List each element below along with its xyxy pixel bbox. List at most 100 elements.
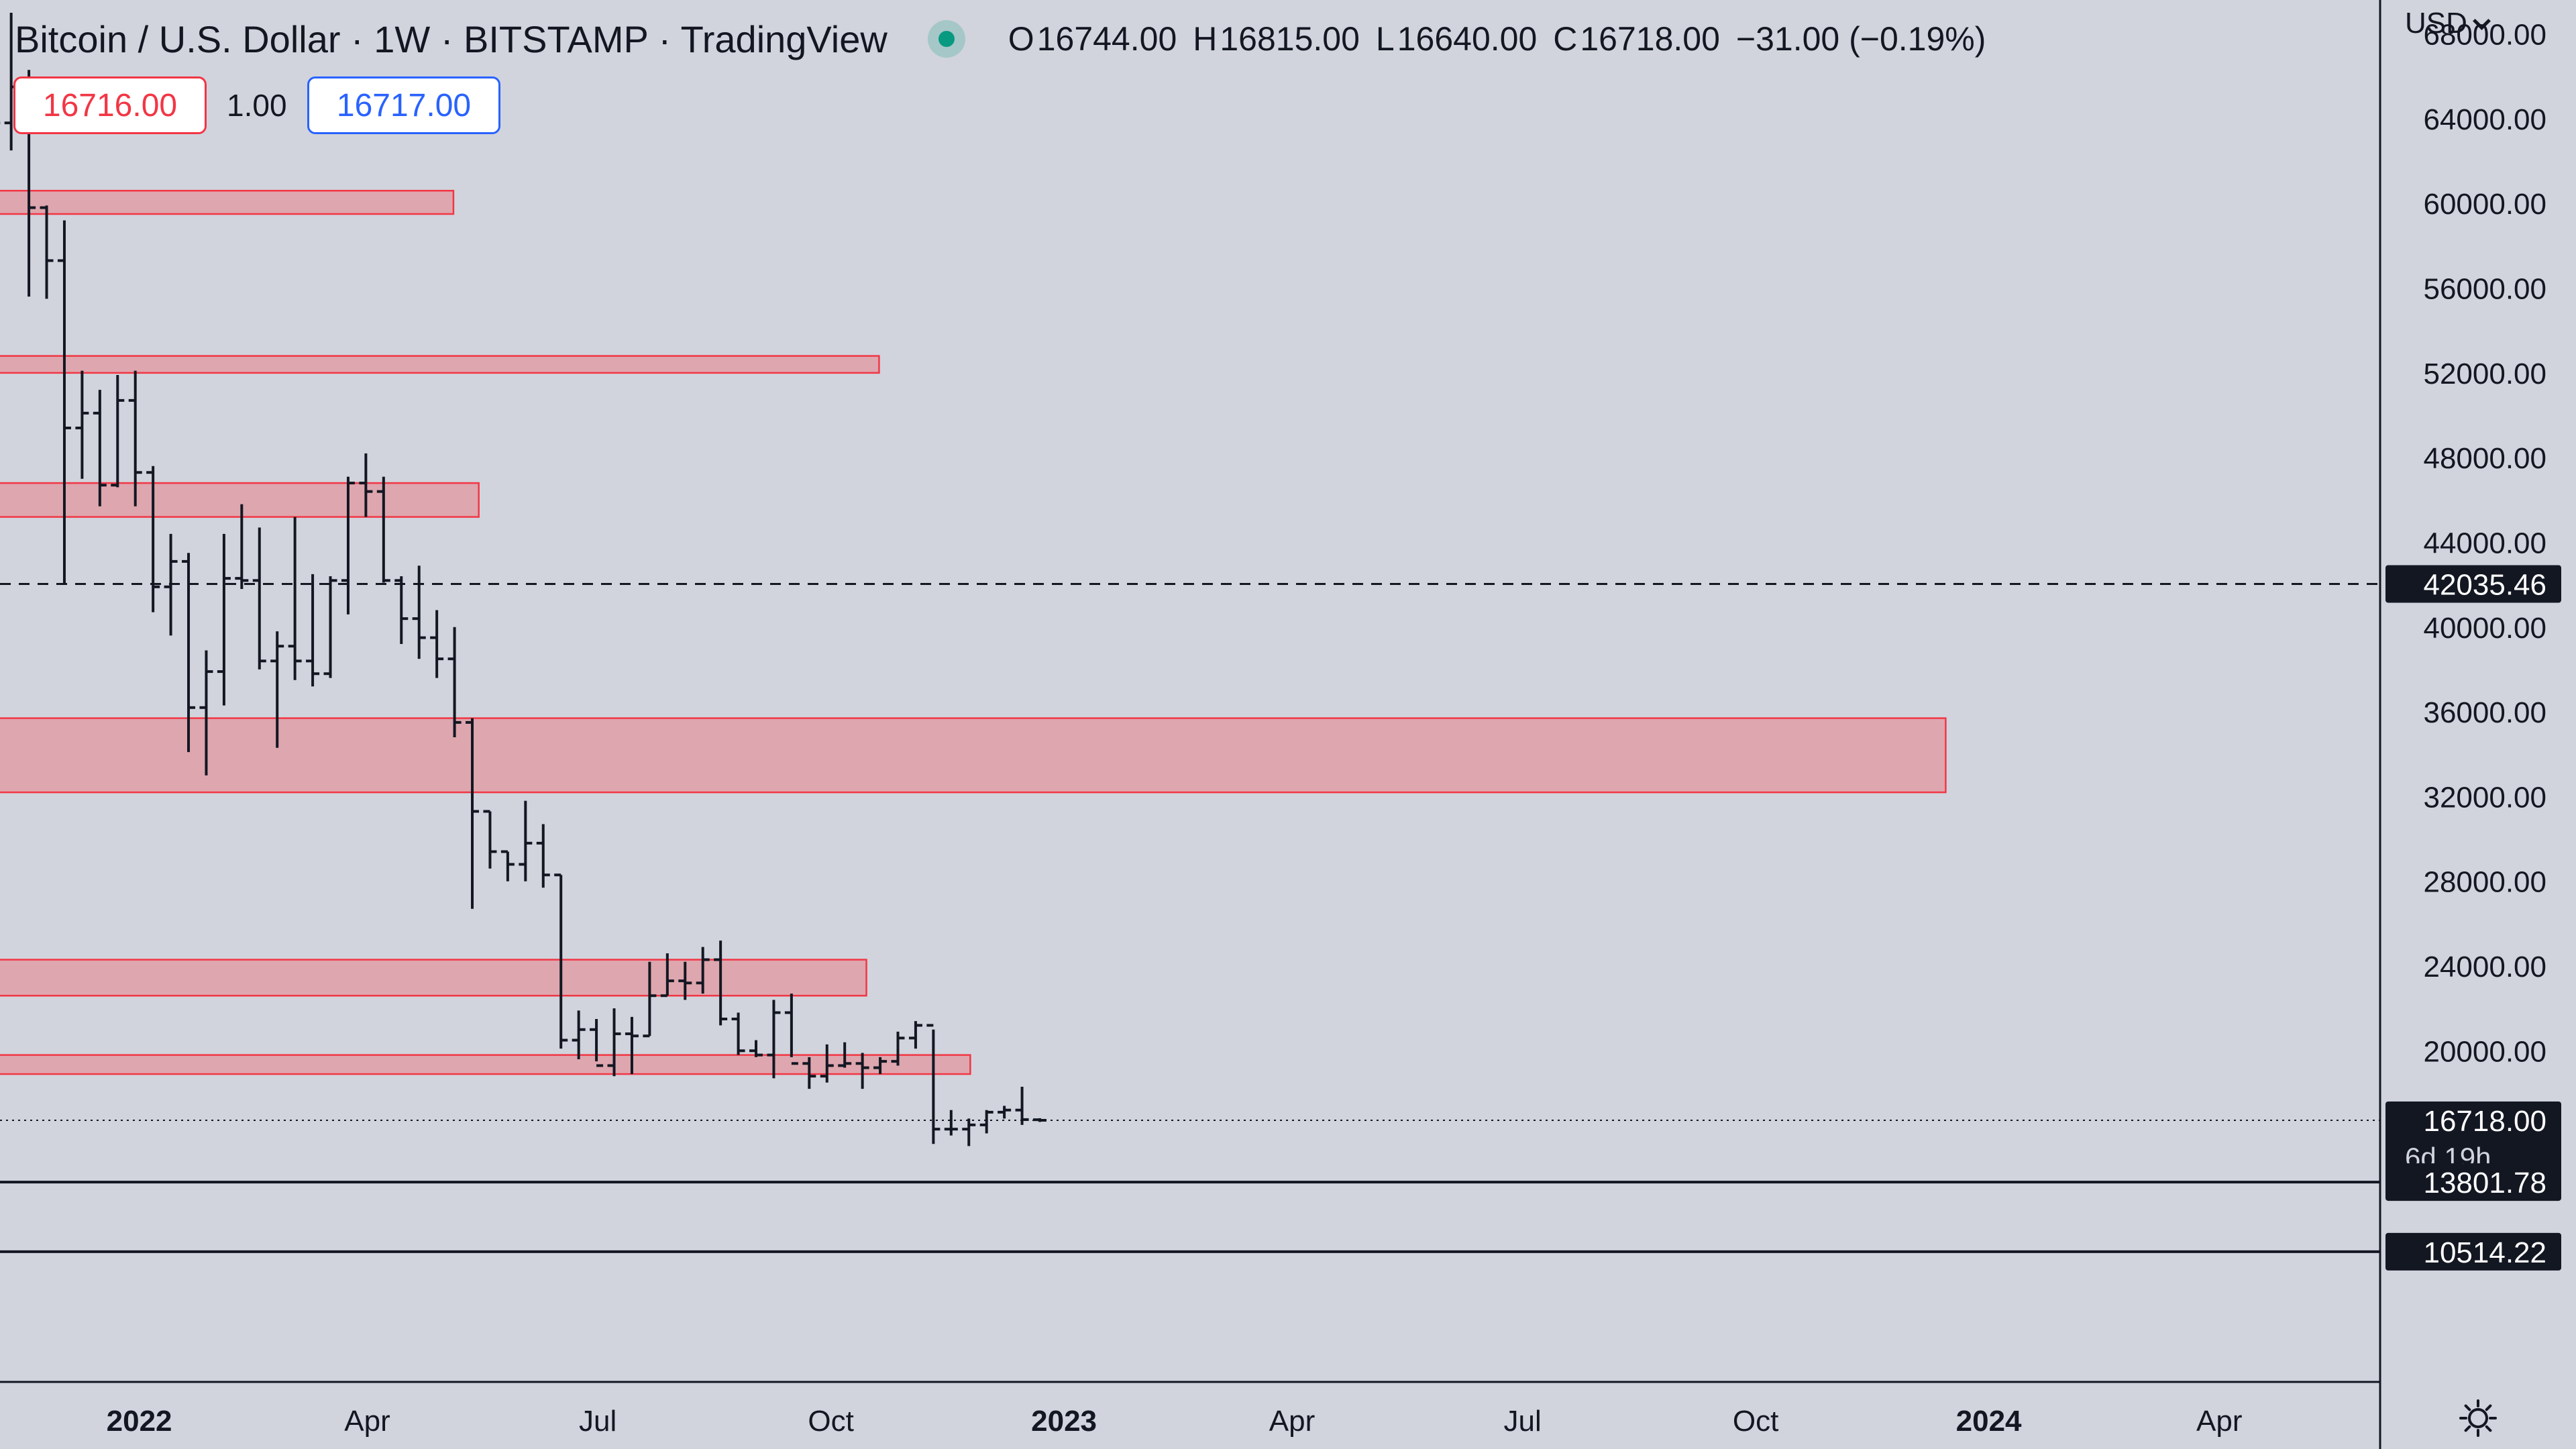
order-quantity[interactable]: 1.00 [227,88,287,123]
ohlc-bar [607,1008,621,1077]
ohlc-bar [447,627,462,737]
ohlc-bar [820,1044,834,1083]
price-tick-label: 56000.00 [2423,273,2546,306]
resistance-zone-3 [0,482,480,518]
price-tick-label: 24000.00 [2423,951,2546,983]
ohlc-bar [500,850,515,881]
ohlc-bar [926,1024,941,1144]
horizontal-lines [0,583,2379,1253]
price-label-badge [2385,1101,2561,1177]
buy-button[interactable]: 16717.00 [307,76,500,134]
price-tick-label: 44000.00 [2423,527,2546,559]
ohlc-bar [323,576,337,678]
price-axis: 72000.0068000.0064000.0060000.0056000.00… [2379,0,2576,1449]
ohlc-bar [749,1040,763,1057]
ohlc-bar [483,810,497,869]
ohlc-bar [376,476,390,583]
live-status-dot-icon [927,20,965,58]
chevron-down-icon [2472,11,2491,30]
ohlc-bar [93,390,107,506]
price-label-badge [2385,1163,2561,1201]
time-tick-label: 2022 [107,1405,172,1438]
resistance-zone-1 [0,190,455,215]
ohlc-bar [536,824,550,888]
ohlc-bar [643,961,657,1038]
ohlc-bar [891,1031,905,1066]
ohlc-high: H16815.00 [1193,20,1360,58]
price-tick-label: 68000.00 [2423,19,2546,52]
price-tick-label: 52000.00 [2423,358,2546,390]
ohlc-readout: O16744.00 H16815.00 L16640.00 C16718.00 … [1008,19,2002,58]
resistance-zones [0,190,1947,1075]
symbol-title[interactable]: Bitcoin / U.S. Dollar · 1W · BITSTAMP · … [15,17,888,60]
ohlc-bar [696,947,710,994]
ohlc-bar [678,961,692,1000]
ohlc-bars [0,13,1046,1146]
ohlc-change: −31.00 (−0.19%) [1735,20,1986,58]
time-tick-label: Apr [1269,1405,1315,1438]
ohlc-bar [394,576,409,645]
ohlc-bar [288,517,302,680]
ohlc-bar [146,466,160,612]
ohlc-bar [306,574,320,687]
sell-button[interactable]: 16716.00 [13,76,207,134]
ohlc-bar [341,476,355,614]
time-tick-label: Oct [1733,1405,1778,1438]
ohlc-bar [466,718,480,909]
ohlc-bar [199,650,213,775]
chart-header: Bitcoin / U.S. Dollar · 1W · BITSTAMP · … [15,12,2002,66]
ohlc-bar [767,1000,781,1079]
ohlc-bar [802,1057,816,1089]
price-tick-label: 32000.00 [2423,781,2546,814]
time-tick-label: Apr [344,1405,390,1438]
ohlc-bar [714,941,728,1026]
price-label-badge [2385,565,2561,603]
time-tick-label: Oct [808,1405,853,1438]
ohlc-bar [111,375,125,488]
ohlc-bar [235,504,249,589]
gear-icon[interactable] [2457,1397,2500,1440]
price-label-text: 13801.78 [2423,1167,2546,1199]
ohlc-bar [590,1018,604,1067]
time-tick-label: Jul [579,1405,616,1438]
price-tick-label: 64000.00 [2423,103,2546,136]
ohlc-bar [944,1110,958,1136]
ohlc-bar [75,370,89,479]
ohlc-bar [572,1010,586,1059]
currency-selector[interactable]: USD [2405,7,2491,40]
price-tick-label: 40000.00 [2423,612,2546,645]
ohlc-bar [838,1042,852,1068]
time-tick-label: Apr [2196,1405,2242,1438]
price-tick-label: 36000.00 [2423,696,2546,729]
time-tick-label: 2023 [1031,1405,1097,1438]
resistance-zone-6 [0,1054,971,1075]
ohlc-bar [412,566,426,659]
ohlc-bar [1032,1118,1046,1122]
ohlc-close: C16718.00 [1553,20,1720,58]
ohlc-low: L16640.00 [1375,20,1538,58]
ohlc-bar [908,1021,922,1049]
time-tick-label: Jul [1504,1405,1542,1438]
ohlc-bar [998,1106,1012,1119]
price-tick-label: 48000.00 [2423,442,2546,475]
ohlc-bar [962,1118,976,1146]
price-label-text: 10514.22 [2423,1236,2546,1269]
ohlc-bar [731,1012,745,1055]
ohlc-bar [625,1016,639,1075]
ohlc-bar [554,873,568,1049]
time-axis: 2022 Apr Jul Oct 2023 Apr Jul Oct 2024 Apr [0,1381,2380,1438]
ohlc-bar [784,994,798,1065]
ohlc-bar [979,1110,994,1134]
resistance-zone-4 [0,717,1947,794]
price-label-badge [2385,1232,2561,1271]
ohlc-bar [1015,1087,1029,1125]
ohlc-bar [182,553,196,753]
price-tick-label: 20000.00 [2423,1035,2546,1068]
ohlc-bar [217,533,231,706]
ohlc-open: O16744.00 [1008,20,1177,58]
ohlc-bar [128,370,142,506]
time-tick-label: 2024 [1956,1405,2022,1438]
ohlc-bar [164,533,178,636]
resistance-zone-2 [0,355,880,374]
